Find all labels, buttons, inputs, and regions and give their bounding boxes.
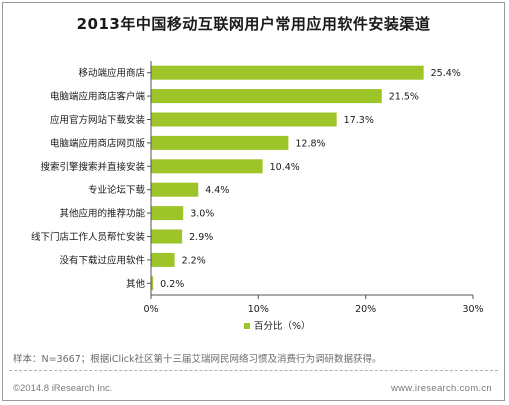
data-label: 21.5% (389, 92, 419, 103)
category-label: 专业论坛下载 (88, 184, 146, 196)
bar (151, 89, 382, 104)
bar (151, 65, 424, 80)
sample-note: 样本：N=3667；根据iClick社区第十三届艾瑞网民网络习惯及消费行为调研数… (13, 354, 382, 365)
bar-chart: 移动端应用商店 25.4% 电脑端应用商店客户端 21.5% 应用官方网站下载安装 17.… (31, 61, 484, 332)
category-label: 其他应用的推荐功能 (59, 208, 145, 220)
x-tick-label: 20% (355, 304, 376, 315)
data-label: 2.2% (182, 255, 206, 266)
data-label: 2.9% (189, 232, 213, 243)
bar (151, 135, 289, 150)
category-label: 应用官方网站下载安装 (50, 114, 146, 126)
x-tick-label: 30% (462, 304, 483, 315)
data-label: 17.3% (344, 115, 374, 126)
chart-title: 2013年中国移动互联网用户常用应用软件安装渠道 (76, 15, 431, 33)
chart-frame: 2013年中国移动互联网用户常用应用软件安装渠道 移动端应用商店 25.4% 电脑端… (2, 2, 505, 401)
category-label: 电脑端应用商店客户端 (50, 91, 146, 103)
bar (151, 159, 263, 174)
data-label: 0.2% (160, 279, 184, 290)
bar (151, 182, 199, 197)
category-label: 没有下载过应用软件 (59, 254, 145, 266)
category-label: 搜索引擎搜索并直接安装 (40, 161, 145, 173)
bar (151, 229, 183, 244)
data-label: 3.0% (190, 209, 214, 220)
divider (9, 370, 498, 371)
x-tick-label: 0% (143, 304, 158, 315)
category-label: 其他 (126, 278, 146, 290)
bar (151, 252, 175, 267)
legend-swatch (244, 323, 250, 329)
bar (151, 206, 184, 221)
data-label: 12.8% (295, 138, 325, 149)
data-label: 4.4% (205, 185, 229, 196)
category-label: 线下门店工作人员帮忙安装 (31, 231, 146, 243)
data-label: 25.4% (431, 68, 461, 79)
bar (151, 276, 154, 291)
category-label: 电脑端应用商店网页版 (50, 137, 146, 149)
category-label: 移动端应用商店 (78, 67, 145, 79)
x-tick-label: 10% (248, 304, 269, 315)
bar (151, 112, 337, 127)
website-text: www.iresearch.com.cn (390, 383, 492, 394)
legend-label: 百分比（%） (254, 320, 311, 332)
copyright-text: ©2014.8 iResearch Inc. (13, 383, 113, 394)
data-label: 10.4% (270, 162, 300, 173)
